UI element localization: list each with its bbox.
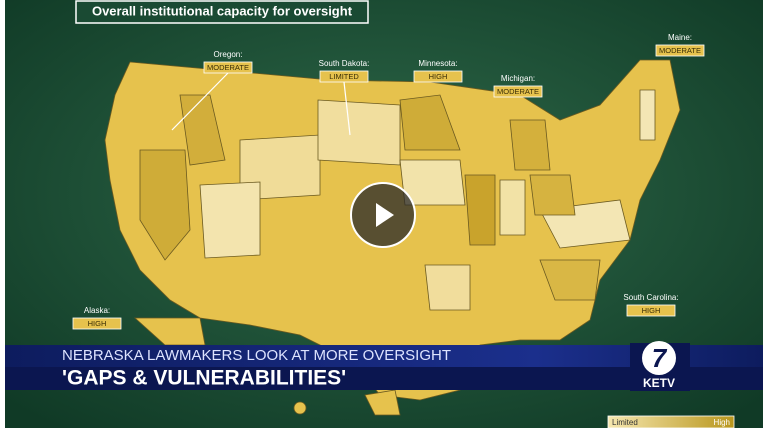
callout-rating: HIGH xyxy=(642,306,661,315)
station-name: KETV xyxy=(643,376,675,390)
play-icon xyxy=(376,203,394,227)
callout-pointer xyxy=(343,81,351,136)
callout-rating-box xyxy=(319,70,369,83)
callout-state: Oregon: xyxy=(214,50,243,59)
callout-rating-box xyxy=(493,85,543,98)
callout-rating: MODERATE xyxy=(207,63,249,72)
callout-state: South Dakota: xyxy=(319,59,370,68)
callout-rating: MODERATE xyxy=(659,46,701,55)
title-box xyxy=(75,0,369,24)
logo-circle xyxy=(642,341,676,375)
callout-rating: HIGH xyxy=(429,72,448,81)
legend-high: High xyxy=(714,418,730,427)
callout-state: South Carolina: xyxy=(623,293,678,302)
legend-low: Limited xyxy=(612,418,638,427)
callout-rating-box xyxy=(413,70,463,83)
kicker-band xyxy=(5,345,763,367)
callout-state: Alaska: xyxy=(84,306,110,315)
callout-state: Maine: xyxy=(668,33,692,42)
logo-number: 7 xyxy=(652,343,668,373)
callout-rating-box xyxy=(72,317,122,330)
headline-band xyxy=(5,367,763,390)
kicker: NEBRASKA LAWMAKERS LOOK AT MORE OVERSIGH… xyxy=(62,347,451,364)
callout-rating-box xyxy=(203,61,253,74)
callout-rating: HIGH xyxy=(88,319,107,328)
headline: 'GAPS & VULNERABILITIES' xyxy=(62,367,346,390)
callout-pointer xyxy=(171,72,229,131)
callout-rating: MODERATE xyxy=(497,87,539,96)
callout-rating-box xyxy=(655,44,705,57)
map-title: Overall institutional capacity for overs… xyxy=(92,3,353,18)
callout-rating-box xyxy=(626,304,676,317)
callout-state: Michigan: xyxy=(501,74,535,83)
callout-state: Minnesota: xyxy=(418,59,457,68)
legend-bar xyxy=(607,415,735,429)
callout-rating: LIMITED xyxy=(329,72,359,81)
